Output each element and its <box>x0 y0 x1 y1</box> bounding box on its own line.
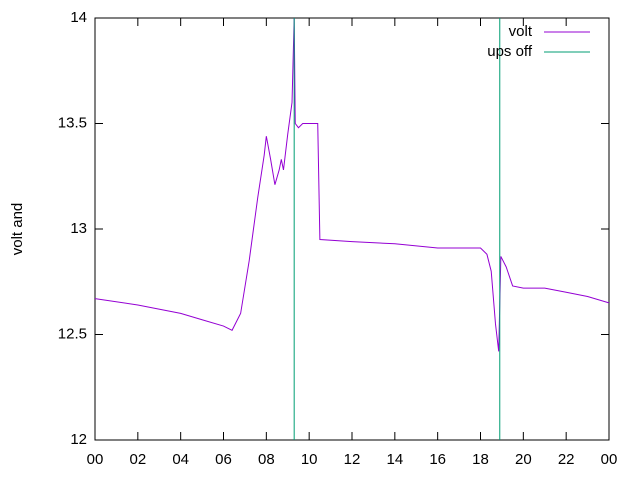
y-tick-label: 13.5 <box>58 114 87 131</box>
legend-label: volt <box>509 23 533 40</box>
x-tick-label: 04 <box>172 451 189 468</box>
x-tick-label: 08 <box>258 451 275 468</box>
x-tick-label: 18 <box>472 451 489 468</box>
x-tick-label: 16 <box>429 451 446 468</box>
x-tick-label: 12 <box>344 451 361 468</box>
series-line <box>293 18 501 440</box>
x-tick-label: 02 <box>129 451 146 468</box>
x-tick-label: 06 <box>215 451 232 468</box>
legend-label: ups off <box>487 43 533 60</box>
x-tick-label: 22 <box>558 451 575 468</box>
x-tick-label: 00 <box>601 451 618 468</box>
y-tick-label: 12.5 <box>58 325 87 342</box>
x-tick-label: 14 <box>386 451 403 468</box>
y-tick-label: 14 <box>70 9 87 26</box>
x-tick-label: 10 <box>301 451 318 468</box>
series-line <box>94 17 610 352</box>
x-tick-label: 00 <box>87 451 104 468</box>
y-tick-label: 13 <box>70 220 87 237</box>
y-tick-label: 12 <box>70 431 87 448</box>
y-axis-label: volt and <box>9 203 26 256</box>
x-tick-label: 20 <box>515 451 532 468</box>
plot-frame <box>94 17 610 441</box>
